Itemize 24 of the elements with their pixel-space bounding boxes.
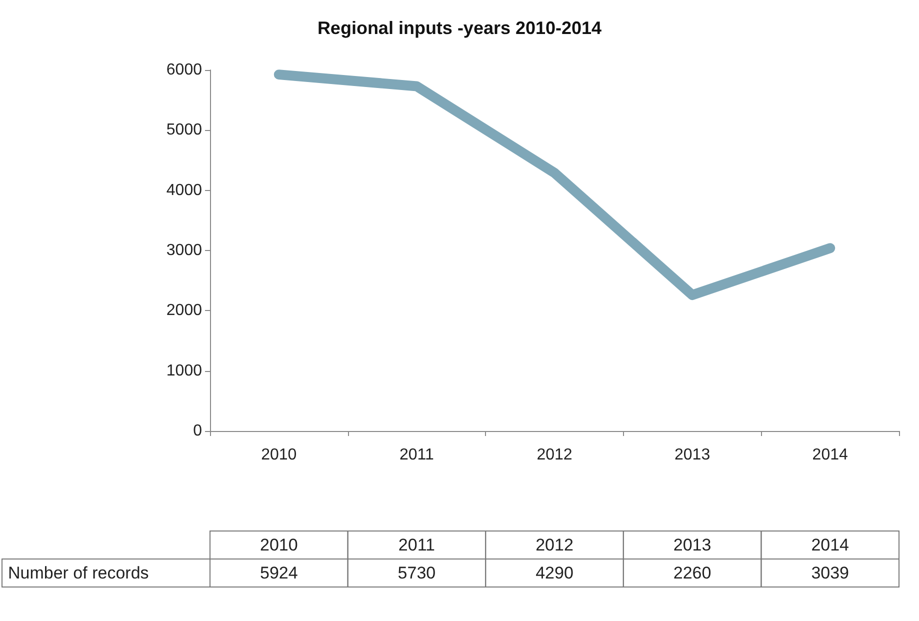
category-label: 2014 [811,536,850,554]
data-label: 2260 [673,564,712,582]
category-label: 2010 [260,536,298,554]
x-tick-label: 2011 [399,446,434,464]
category-label: 2012 [536,536,574,554]
x-tick-label: 2014 [812,446,848,464]
y-tick-label: 6000 [166,62,202,78]
x-tick-label: 2013 [674,446,710,464]
y-tick-label: 0 [193,422,202,440]
text: Number of records [8,564,149,582]
y-tick-label: 3000 [166,242,202,259]
data-label: 3039 [811,564,850,582]
y-tick-label: 4000 [166,182,202,199]
data-label: 4290 [536,564,574,582]
category-label: 2013 [673,536,712,554]
x-tick-label: 2010 [261,446,297,464]
data-label: 5924 [260,564,298,582]
category-label: 2011 [398,536,435,554]
x-tick-label: 2012 [536,446,572,464]
y-tick-label: 2000 [166,302,202,320]
data-label: 5730 [398,564,436,582]
y-tick-label: 5000 [166,122,202,139]
y-tick-label: 1000 [166,362,202,380]
chart-title: Regional inputs -years 2010-2014 [317,18,602,38]
